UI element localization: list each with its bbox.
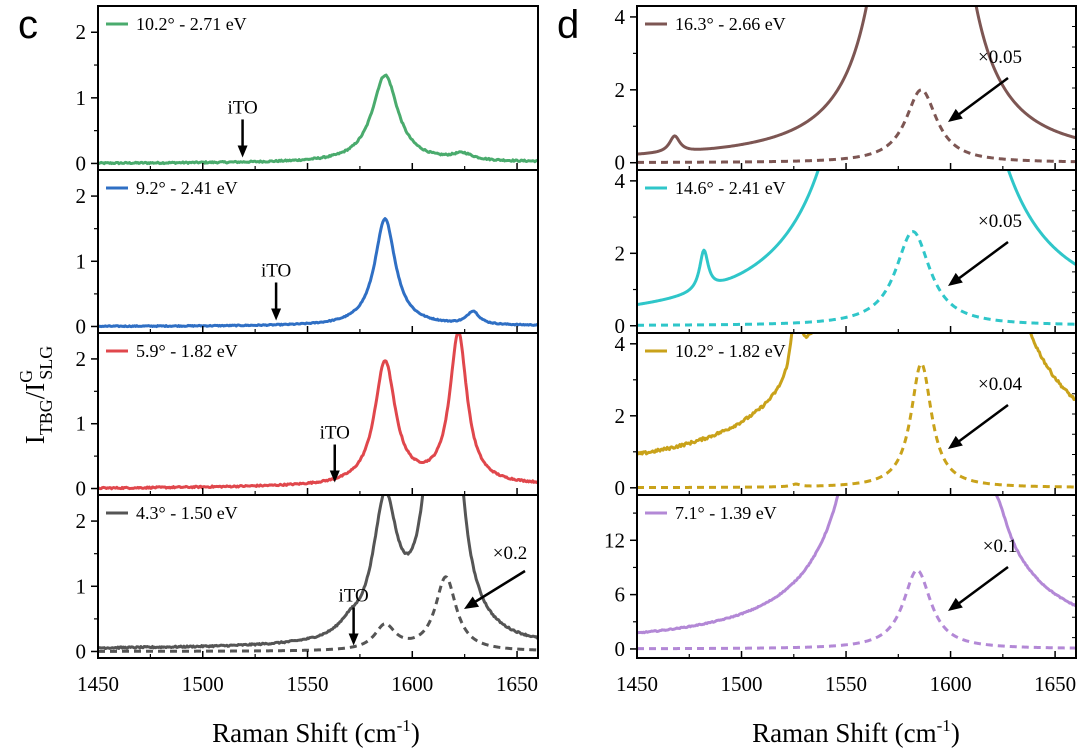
series-line (637, 333, 1076, 456)
y-tick-label: 0 (76, 314, 87, 338)
y-tick-label: 1 (76, 86, 87, 110)
subplot-d-4: 0 6 12 7.1° - 1.39 eV ×0.1 (604, 494, 1077, 661)
ito-annotation: iTO (320, 423, 350, 444)
svg-text:ITBG/IGSLG: ITBG/IGSLG (16, 346, 56, 445)
x-axis-title-c: Raman Shift (cm-1) (212, 716, 420, 748)
y-tick-label: 4 (615, 5, 626, 29)
y-tick-label: 2 (76, 347, 87, 371)
panel-d: 1450 1500 1550 1600 1650 0 2 4 16.3° - 2.66 eV ×0… (604, 5, 1077, 696)
scale-arrow-shaft (953, 240, 1009, 284)
series-line (98, 73, 538, 166)
x-tick-label: 1600 (391, 672, 433, 696)
legend-label: 10.2° - 1.82 eV (675, 341, 786, 361)
y-tick-label: 0 (76, 151, 87, 175)
ito-arrow-head (348, 633, 359, 646)
legend-label: 10.2° - 2.71 eV (136, 14, 247, 34)
series-line (637, 495, 1076, 635)
series-line-scaled (98, 575, 538, 653)
scale-factor-annotation: ×0.2 (493, 543, 527, 564)
y-tick-label: 0 (615, 637, 626, 661)
y-tick-label: 4 (615, 332, 626, 356)
x-tick-label: 1650 (1034, 672, 1076, 696)
y-tick-label: 2 (76, 509, 87, 533)
series-line (98, 495, 538, 651)
ito-annotation: iTO (261, 260, 291, 281)
legend-label: 7.1° - 1.39 eV (675, 503, 777, 523)
y-tick-label: 2 (76, 184, 87, 208)
scale-arrow-shaft (953, 76, 1009, 120)
legend-label: 16.3° - 2.66 eV (675, 14, 786, 34)
y-tick-label: 0 (615, 151, 626, 175)
y-tick-label: 6 (615, 583, 626, 607)
y-tick-label: 2 (615, 404, 626, 428)
y-tick-label: 0 (615, 476, 626, 500)
ito-arrow-head (237, 145, 248, 158)
ito-arrow-head (271, 308, 282, 321)
panel-c: 1450 1500 1550 1600 1650 0 1 2 10.2° - 2.71 eV iT… (76, 5, 539, 696)
y-tick-label: 0 (76, 477, 87, 501)
ito-annotation: iTO (338, 585, 368, 606)
x-tick-label: 1500 (721, 672, 763, 696)
x-tick-label: 1550 (287, 672, 329, 696)
scale-arrow-shaft (953, 403, 1009, 447)
x-tick-label: 1500 (182, 672, 224, 696)
subplot-d-1: 0 2 4 16.3° - 2.66 eV ×0.05 (615, 5, 1077, 175)
x-tick-label: 1450 (77, 672, 119, 696)
y-tick-label: 1 (76, 574, 87, 598)
y-tick-label: 0 (76, 639, 87, 663)
y-tick-label: 4 (615, 169, 626, 193)
y-tick-label: 12 (604, 528, 625, 552)
scale-arrow-head (464, 596, 480, 609)
subplot-d-2: 0 2 4 14.6° - 2.41 eV ×0.05 (615, 169, 1077, 338)
plot-frame (97, 494, 539, 659)
panel-label-c: c (18, 3, 38, 47)
subplot-c-1: 0 1 2 10.2° - 2.71 eV iTO (76, 5, 539, 175)
scale-arrow-shaft (953, 565, 1009, 609)
series-line-scaled (637, 230, 1076, 327)
ito-annotation: iTO (227, 97, 257, 118)
scale-factor-annotation: ×0.05 (978, 47, 1022, 68)
x-tick-label: 1550 (825, 672, 867, 696)
scale-arrow-shaft (469, 569, 526, 607)
series-line-scaled (637, 88, 1076, 164)
subplot-c-3: 0 1 2 5.9° - 1.82 eV iTO (76, 332, 539, 501)
legend-label: 5.9° - 1.82 eV (136, 341, 238, 361)
y-tick-label: 1 (76, 249, 87, 273)
x-tick-label: 1450 (616, 672, 658, 696)
scale-arrow-head (948, 272, 963, 286)
y-tick-label: 2 (615, 241, 626, 265)
y-tick-label: 2 (76, 20, 87, 44)
series-line-scaled (637, 362, 1076, 490)
ito-arrow-head (329, 470, 340, 483)
panel-label-d: d (557, 3, 579, 47)
legend-label: 14.6° - 2.41 eV (675, 178, 786, 198)
series-line (637, 170, 1076, 307)
subplot-c-2: 0 1 2 9.2° - 2.41 eV iTO (76, 169, 539, 338)
subplot-c-4: 0 1 2 4.3° - 1.50 eV iTO ×0.2 (76, 494, 539, 663)
y-tick-label: 2 (615, 78, 626, 102)
scale-factor-annotation: ×0.04 (978, 374, 1022, 395)
y-tick-label: 0 (615, 314, 626, 338)
y-axis-title: ITBG/IGSLG (16, 346, 56, 445)
x-tick-label: 1600 (930, 672, 972, 696)
subplot-d-3: 0 2 4 10.2° - 1.82 eV ×0.04 (615, 332, 1077, 500)
scale-arrow-head (948, 435, 963, 449)
x-tick-label: 1650 (496, 672, 538, 696)
legend-label: 9.2° - 2.41 eV (136, 178, 238, 198)
series-line-scaled (637, 568, 1076, 651)
series-line (98, 333, 538, 491)
series-line (98, 217, 538, 329)
scale-factor-annotation: ×0.1 (983, 536, 1017, 557)
legend-label: 4.3° - 1.50 eV (136, 503, 238, 523)
scale-arrow-head (948, 597, 963, 611)
scale-factor-annotation: ×0.05 (978, 211, 1022, 232)
y-tick-label: 1 (76, 412, 87, 436)
series-line (637, 6, 1076, 156)
scale-arrow-head (948, 108, 963, 122)
x-axis-title-d: Raman Shift (cm-1) (752, 716, 960, 748)
